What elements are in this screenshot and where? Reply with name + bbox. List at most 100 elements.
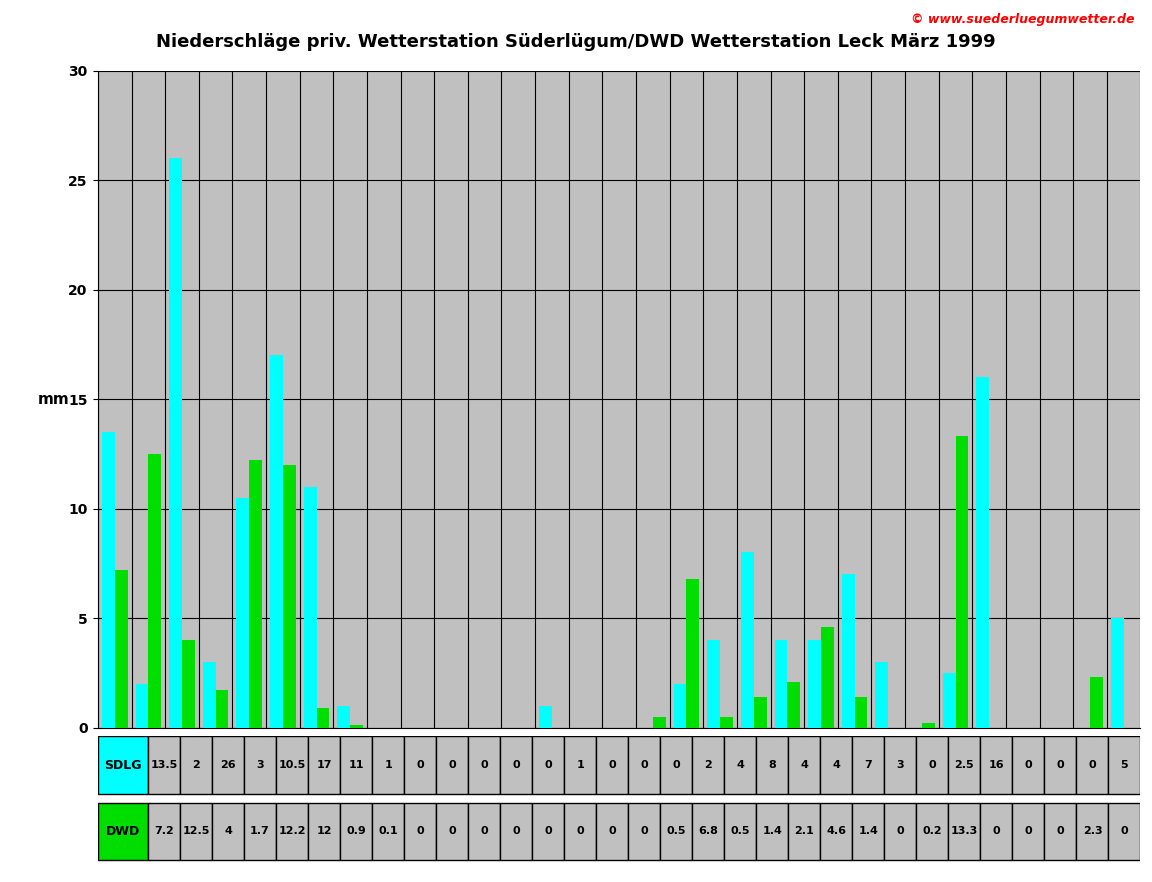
Text: 7: 7	[864, 760, 872, 770]
Bar	[774, 640, 787, 728]
Text: 3: 3	[256, 760, 264, 770]
Text: 0: 0	[448, 760, 456, 770]
Bar	[564, 736, 597, 794]
Bar	[1108, 736, 1140, 794]
Bar	[628, 736, 660, 794]
Bar	[922, 723, 934, 728]
Text: 1: 1	[385, 760, 392, 770]
Bar	[720, 717, 733, 728]
Text: DWD: DWD	[106, 825, 141, 838]
Bar	[855, 697, 867, 728]
Bar	[169, 158, 182, 728]
Bar	[876, 662, 888, 728]
Text: 4: 4	[801, 760, 809, 770]
Bar	[149, 454, 161, 728]
Bar	[182, 640, 195, 728]
Text: 4: 4	[225, 826, 232, 836]
Bar	[203, 662, 215, 728]
Bar	[977, 377, 990, 728]
Bar	[500, 736, 532, 794]
Text: 0.9: 0.9	[347, 826, 366, 836]
Text: 16: 16	[988, 760, 1005, 770]
Bar	[404, 803, 437, 860]
Bar	[283, 465, 296, 728]
Bar	[276, 736, 308, 794]
Bar	[885, 736, 916, 794]
Text: 17: 17	[317, 760, 332, 770]
Text: 12: 12	[317, 826, 332, 836]
Bar	[212, 803, 244, 860]
Text: © www.suederluegumwetter.de: © www.suederluegumwetter.de	[911, 13, 1135, 26]
Bar	[270, 355, 283, 728]
Bar	[916, 803, 948, 860]
Bar	[1108, 803, 1140, 860]
Bar	[787, 682, 801, 728]
Bar	[788, 803, 820, 860]
Bar	[1076, 736, 1108, 794]
Text: 3: 3	[896, 760, 904, 770]
Bar	[98, 803, 147, 860]
Bar	[852, 803, 885, 860]
Text: 0: 0	[416, 826, 424, 836]
Bar	[103, 432, 115, 728]
Text: Niederschläge priv. Wetterstation Süderlügum/DWD Wetterstation Leck März 1999: Niederschläge priv. Wetterstation Süderl…	[157, 33, 995, 50]
Text: 0: 0	[608, 760, 616, 770]
Text: 0: 0	[1121, 826, 1128, 836]
Bar	[756, 803, 788, 860]
Text: 0: 0	[673, 760, 680, 770]
Bar	[852, 736, 885, 794]
Text: 1.7: 1.7	[250, 826, 270, 836]
Bar	[980, 803, 1013, 860]
Bar	[304, 487, 317, 728]
Bar	[212, 736, 244, 794]
Bar	[532, 803, 564, 860]
Bar	[955, 437, 969, 728]
Bar	[1111, 618, 1123, 728]
Text: 11: 11	[348, 760, 364, 770]
Bar	[1013, 736, 1045, 794]
Text: 13.3: 13.3	[950, 826, 978, 836]
Bar	[756, 736, 788, 794]
Text: 12.2: 12.2	[279, 826, 305, 836]
Text: 4.6: 4.6	[826, 826, 847, 836]
Text: 13.5: 13.5	[151, 760, 177, 770]
Bar	[1090, 677, 1102, 728]
Text: 10.5: 10.5	[279, 760, 305, 770]
Text: 0: 0	[641, 760, 649, 770]
Text: 4: 4	[833, 760, 840, 770]
Bar	[340, 803, 372, 860]
Text: 2: 2	[192, 760, 199, 770]
Bar	[115, 570, 128, 728]
Text: 0.1: 0.1	[378, 826, 397, 836]
Text: 0: 0	[416, 760, 424, 770]
Bar	[597, 803, 628, 860]
Text: 0: 0	[641, 826, 649, 836]
Bar	[308, 803, 340, 860]
Bar	[980, 736, 1013, 794]
Bar	[340, 736, 372, 794]
Bar	[1076, 803, 1108, 860]
Text: 0: 0	[480, 826, 488, 836]
Text: 6.8: 6.8	[698, 826, 718, 836]
Bar	[725, 803, 756, 860]
Text: 7.2: 7.2	[154, 826, 174, 836]
Bar	[539, 706, 552, 728]
Bar	[788, 736, 820, 794]
Bar	[244, 736, 276, 794]
Bar	[628, 803, 660, 860]
Bar	[437, 803, 468, 860]
Bar	[707, 640, 720, 728]
Bar	[1045, 736, 1076, 794]
Text: 0.5: 0.5	[667, 826, 685, 836]
Bar	[564, 803, 597, 860]
Bar	[437, 736, 468, 794]
Text: 5: 5	[1121, 760, 1128, 770]
Bar	[948, 803, 980, 860]
Bar	[147, 803, 180, 860]
Text: 0: 0	[545, 826, 552, 836]
Bar	[244, 803, 276, 860]
Text: 2.1: 2.1	[795, 826, 814, 836]
Text: 12.5: 12.5	[182, 826, 210, 836]
Bar	[660, 803, 692, 860]
Text: 0: 0	[1089, 760, 1097, 770]
